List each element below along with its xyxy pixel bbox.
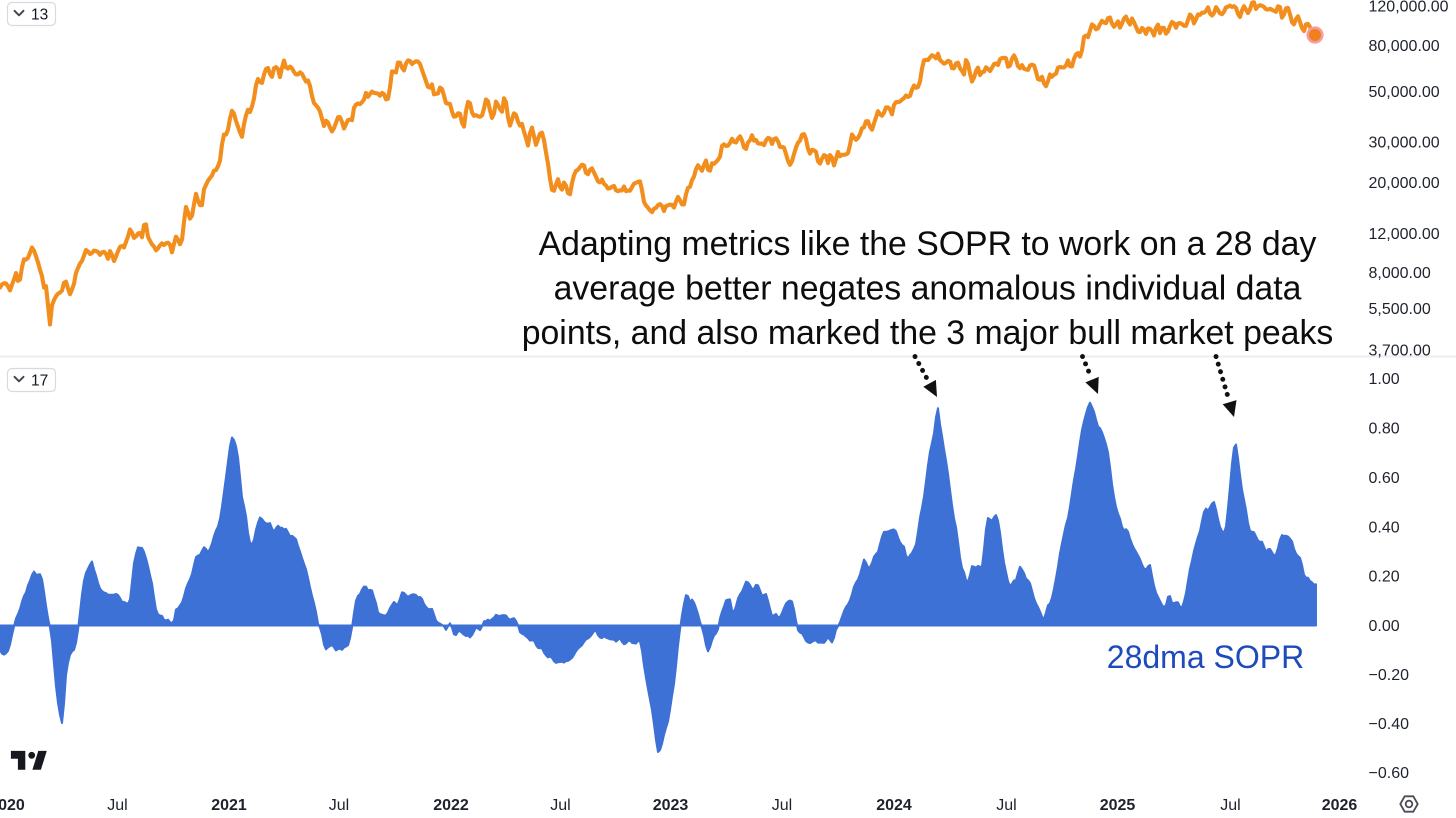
svg-text:2026: 2026 [1322, 797, 1358, 814]
svg-text:Jul: Jul [550, 797, 570, 814]
svg-text:28dma SOPR: 28dma SOPR [1107, 639, 1304, 675]
svg-text:average better negates anomalo: average better negates anomalous individ… [554, 270, 1302, 308]
svg-text:Jul: Jul [1220, 797, 1240, 814]
svg-text:0.20: 0.20 [1369, 568, 1400, 585]
svg-text:−0.60: −0.60 [1369, 765, 1410, 782]
svg-text:120,000.00: 120,000.00 [1369, 0, 1449, 16]
svg-text:2024: 2024 [876, 797, 912, 814]
svg-text:2025: 2025 [1100, 797, 1136, 814]
svg-text:30,000.00: 30,000.00 [1369, 135, 1440, 152]
svg-text:13: 13 [31, 7, 48, 24]
svg-text:0.80: 0.80 [1369, 420, 1400, 437]
svg-text:0.00: 0.00 [1369, 618, 1400, 635]
svg-text:2022: 2022 [433, 797, 469, 814]
svg-text:Jul: Jul [996, 797, 1016, 814]
svg-text:8,000.00: 8,000.00 [1369, 265, 1431, 282]
svg-text:−0.40: −0.40 [1369, 716, 1410, 733]
svg-text:Jul: Jul [772, 797, 792, 814]
svg-text:2023: 2023 [653, 797, 689, 814]
svg-text:17: 17 [31, 373, 48, 390]
svg-text:0.60: 0.60 [1369, 470, 1400, 487]
svg-text:20,000.00: 20,000.00 [1369, 175, 1440, 192]
svg-text:Jul: Jul [329, 797, 349, 814]
svg-text:1.00: 1.00 [1369, 371, 1400, 388]
svg-text:12,000.00: 12,000.00 [1369, 226, 1440, 243]
svg-text:points, and also marked the 3: points, and also marked the 3 major bull… [522, 314, 1334, 352]
svg-text:5,500.00: 5,500.00 [1369, 301, 1431, 318]
svg-text:0.40: 0.40 [1369, 519, 1400, 536]
svg-text:Jul: Jul [107, 797, 127, 814]
svg-text:Adapting metrics like the SOPR: Adapting metrics like the SOPR to work o… [539, 225, 1317, 263]
svg-text:−0.20: −0.20 [1369, 667, 1410, 684]
svg-text:80,000.00: 80,000.00 [1369, 38, 1440, 55]
svg-text:2020: 2020 [0, 797, 25, 814]
svg-text:2021: 2021 [211, 797, 247, 814]
svg-text:3,700.00: 3,700.00 [1369, 342, 1431, 359]
svg-text:50,000.00: 50,000.00 [1369, 84, 1440, 101]
